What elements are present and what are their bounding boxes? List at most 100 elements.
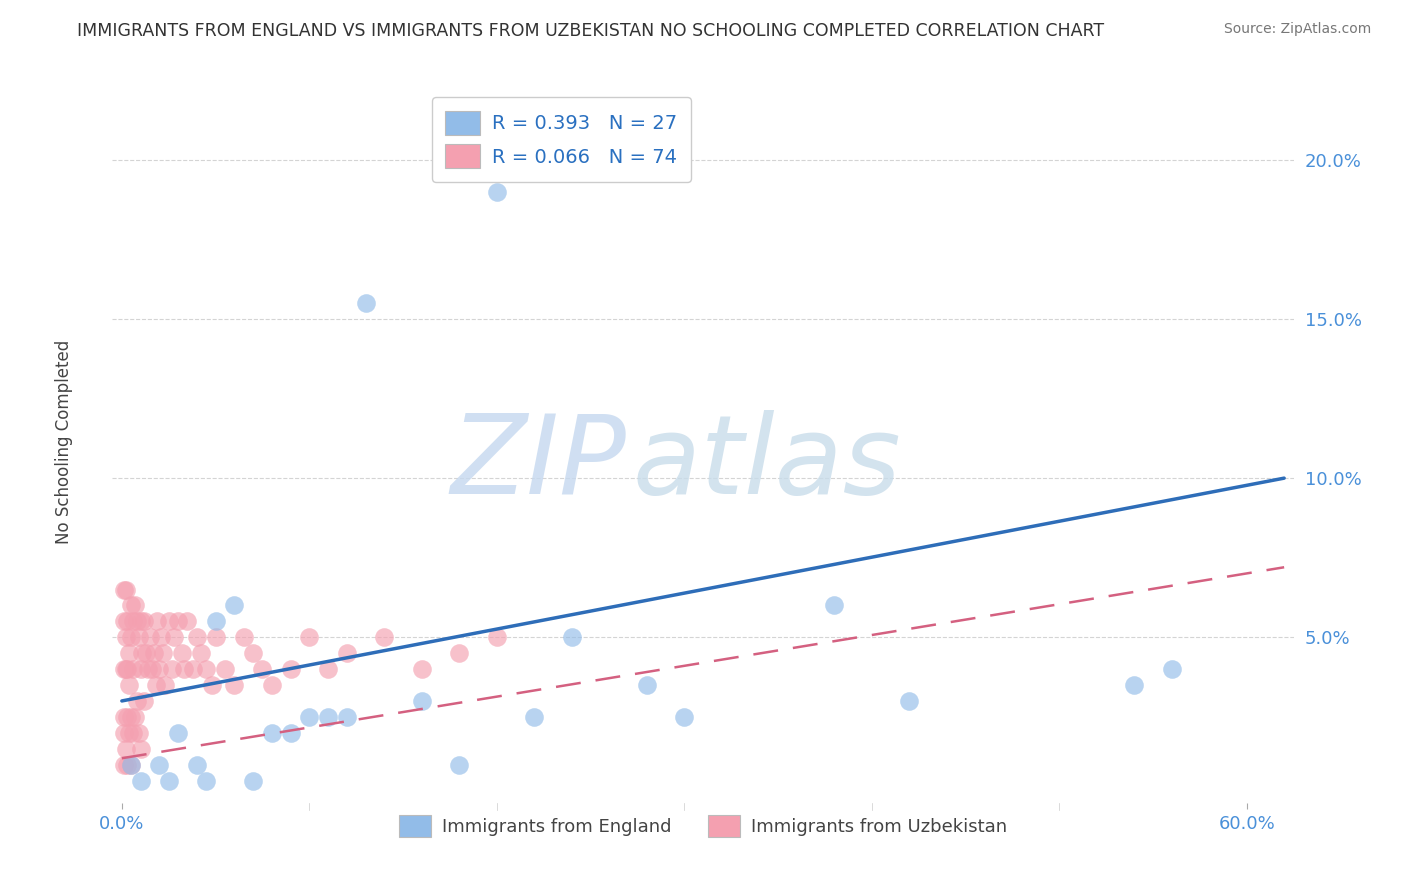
Point: [120, 710, 142, 724]
Point: [129, 741, 152, 756]
Point: [204, 630, 226, 644]
Point: [298, 630, 321, 644]
Point: [260, 725, 283, 739]
Point: [190, 646, 212, 660]
Point: [242, 646, 264, 660]
Point: [131, 646, 153, 660]
Point: [112, 615, 135, 629]
Point: [260, 678, 283, 692]
Point: [201, 678, 224, 692]
Point: [125, 615, 148, 629]
Point: [280, 662, 302, 676]
Point: [114, 582, 136, 597]
Point: [142, 646, 165, 660]
Text: ZIP: ZIP: [450, 409, 626, 516]
Point: [636, 678, 658, 692]
Point: [898, 694, 921, 708]
Point: [114, 630, 136, 644]
Point: [316, 662, 339, 676]
Point: [157, 615, 180, 629]
Point: [561, 630, 583, 644]
Point: [170, 646, 193, 660]
Point: [120, 599, 142, 613]
Point: [122, 725, 145, 739]
Point: [173, 662, 195, 676]
Point: [129, 773, 152, 788]
Text: IMMIGRANTS FROM ENGLAND VS IMMIGRANTS FROM UZBEKISTAN NO SCHOOLING COMPLETED COR: IMMIGRANTS FROM ENGLAND VS IMMIGRANTS FR…: [77, 22, 1105, 40]
Point: [117, 662, 139, 676]
Point: [523, 710, 546, 724]
Point: [162, 662, 184, 676]
Point: [118, 646, 141, 660]
Point: [242, 773, 264, 788]
Point: [148, 662, 170, 676]
Point: [114, 741, 136, 756]
Point: [186, 630, 208, 644]
Point: [167, 725, 190, 739]
Point: [280, 725, 302, 739]
Point: [214, 662, 236, 676]
Point: [122, 615, 145, 629]
Point: [232, 630, 254, 644]
Point: [252, 662, 274, 676]
Point: [124, 599, 146, 613]
Point: [673, 710, 696, 724]
Point: [449, 646, 471, 660]
Point: [181, 662, 204, 676]
Point: [336, 646, 359, 660]
Point: [135, 646, 157, 660]
Point: [114, 662, 136, 676]
Point: [316, 710, 339, 724]
Point: [122, 662, 145, 676]
Point: [120, 757, 142, 772]
Point: [224, 599, 246, 613]
Y-axis label: No Schooling Completed: No Schooling Completed: [55, 340, 73, 543]
Point: [157, 773, 180, 788]
Point: [120, 757, 142, 772]
Point: [118, 725, 141, 739]
Point: [145, 678, 167, 692]
Text: atlas: atlas: [633, 409, 901, 516]
Point: [136, 662, 159, 676]
Point: [153, 678, 176, 692]
Point: [120, 630, 142, 644]
Point: [186, 757, 208, 772]
Point: [411, 662, 433, 676]
Point: [411, 694, 433, 708]
Point: [195, 662, 218, 676]
Point: [112, 662, 135, 676]
Point: [298, 710, 321, 724]
Point: [1160, 662, 1182, 676]
Point: [134, 615, 156, 629]
Point: [112, 757, 135, 772]
Point: [148, 757, 170, 772]
Point: [129, 662, 152, 676]
Point: [336, 710, 359, 724]
Point: [125, 694, 148, 708]
Point: [485, 185, 508, 199]
Point: [152, 646, 174, 660]
Point: [176, 615, 198, 629]
Legend: Immigrants from England, Immigrants from Uzbekistan: Immigrants from England, Immigrants from…: [392, 808, 1014, 845]
Point: [129, 615, 152, 629]
Point: [117, 757, 139, 772]
Point: [112, 710, 135, 724]
Point: [163, 630, 186, 644]
Point: [128, 630, 150, 644]
Point: [112, 725, 135, 739]
Point: [117, 710, 139, 724]
Point: [485, 630, 508, 644]
Point: [204, 615, 226, 629]
Point: [823, 599, 845, 613]
Point: [167, 615, 190, 629]
Point: [1123, 678, 1146, 692]
Point: [224, 678, 246, 692]
Point: [112, 582, 135, 597]
Text: Source: ZipAtlas.com: Source: ZipAtlas.com: [1223, 22, 1371, 37]
Point: [150, 630, 173, 644]
Point: [128, 725, 150, 739]
Point: [134, 694, 156, 708]
Point: [449, 757, 471, 772]
Point: [141, 662, 163, 676]
Point: [117, 615, 139, 629]
